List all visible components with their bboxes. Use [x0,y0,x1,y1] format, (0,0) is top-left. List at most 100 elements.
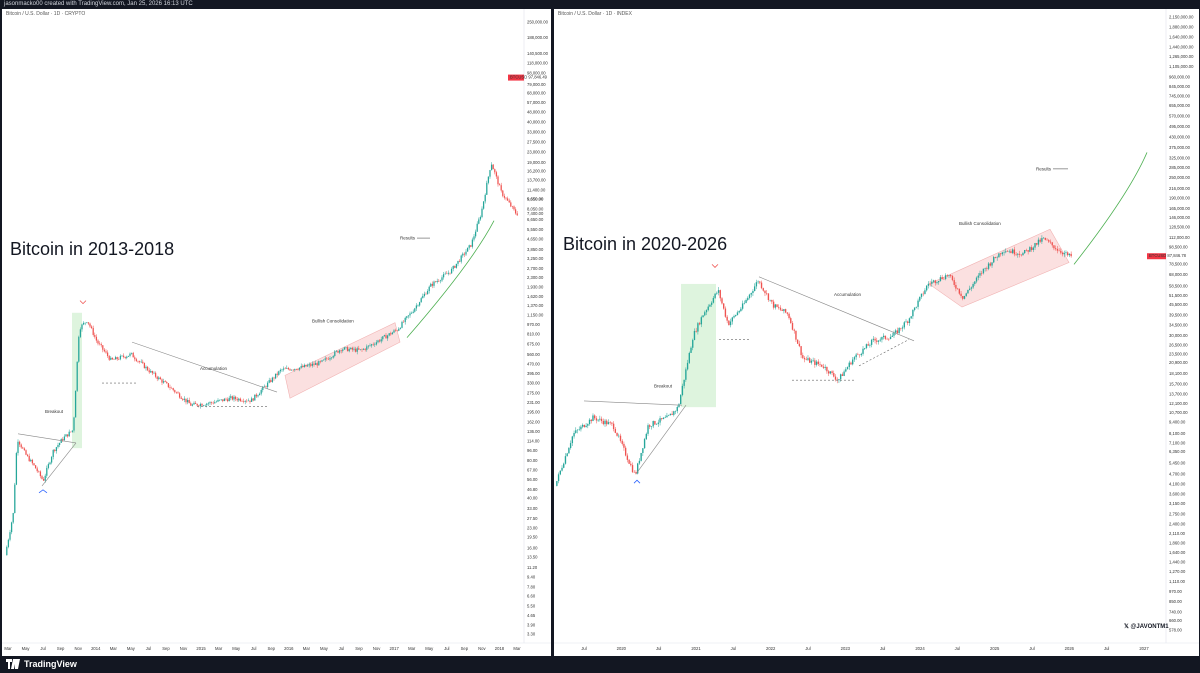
candle-body [121,355,123,357]
candle-body [850,362,852,365]
candle-body [618,435,620,437]
y-tick-label: 325,000.00 [1169,155,1191,160]
y-tick-label: 26,500.00 [1169,342,1188,347]
candle-body [733,316,735,318]
candle-body [81,324,83,330]
candle-body [191,404,194,406]
candle-body [798,343,801,347]
candle-body [595,418,598,421]
candle-body [28,455,30,462]
top-caption: jasonmacko00 created with TradingView.co… [4,1,193,7]
candle-body [594,415,596,419]
candle-body [246,400,248,402]
y-tick-label: 1,110.00 [1169,579,1186,584]
candle-body [481,208,483,218]
candle-body [361,349,363,350]
candle-body [958,288,961,294]
candle-body [569,443,572,449]
candle-body [26,454,29,456]
y-tick-label: 2,150,000.00 [1169,15,1194,20]
candle-body [113,359,115,360]
candle-body [103,349,106,352]
chart-right-svg[interactable]: 2,150,000.00 1,880,000.00 1,640,000.00 1,44… [554,9,1199,656]
candle-body [557,474,560,482]
candle-body [470,245,472,247]
y-tick-label: 195.00 [527,409,540,414]
candle-body [372,344,374,345]
x-tick-label: 2022 [766,646,776,651]
watermark: 𝕏 @JAVONTM1 [1124,623,1169,630]
candle-body [970,287,973,289]
candle-body [643,439,646,449]
candle-body [148,370,150,373]
candle-body [447,272,450,274]
candle-body [740,308,742,311]
candle-body [204,405,206,406]
candle-body [47,464,50,468]
candle-body [838,379,840,381]
y-tick-label: 1,930.00 [527,284,544,289]
price-label-text: 9,650.00 [527,197,544,202]
candle-body [676,406,678,412]
candle-body [824,366,826,368]
candle-body [34,465,37,469]
candle-body [110,357,112,360]
candle-body [702,315,704,318]
y-tick-label: 675.00 [527,342,540,347]
candle-body [729,321,732,326]
candle-body [836,379,838,381]
candle-body [564,456,567,464]
y-tick-label: 810.00 [527,332,540,337]
candle-body [822,366,825,368]
y-tick-label: 250,000.00 [527,19,549,24]
candle-body [592,415,594,422]
y-tick-label: 68,000.00 [527,90,546,95]
candle-body [498,184,501,186]
candle-body [932,280,935,282]
candle-body [22,447,24,449]
chart-left-svg[interactable]: 250,000.00 188,000.00 140,500.00 118,000.00… [2,9,551,656]
price-candles [556,235,1072,487]
candle-body [138,361,141,363]
candle-body [374,344,376,346]
y-tick-label: 11,400.00 [527,188,546,193]
x-tick-label: May [425,646,434,651]
candle-body [425,293,427,295]
chart-pane-left[interactable]: 250,000.00 188,000.00 140,500.00 118,000.00… [2,9,551,656]
candle-body [692,340,694,348]
candle-body [614,429,617,433]
y-tick-label: 6,350.00 [1169,449,1186,454]
y-tick-label: 9,650.00 [527,197,544,202]
candle-body [100,344,102,346]
candle-body [612,423,615,430]
candle-body [322,359,325,361]
candle-body [46,467,48,476]
candle-body [848,362,850,368]
candle-body [242,401,245,402]
candle-body [912,309,914,317]
candle-body [130,352,133,354]
candle-body [757,281,759,283]
annotation-results: Results [1036,166,1052,171]
y-tick-label: 136.00 [527,429,540,434]
candle-body [987,263,990,269]
candle-body [388,333,390,336]
candle-body [616,432,618,436]
candle-body [279,369,282,372]
candle-body [994,257,997,258]
candle-body [1039,239,1041,242]
candle-body [169,387,171,389]
candle-body [78,336,80,362]
candle-body [640,452,642,461]
candle-body [1046,239,1048,241]
candle-body [146,366,149,371]
candle-body [455,263,458,268]
brand-name[interactable]: TradingView [24,659,77,669]
candle-body [185,398,187,403]
candle-body [391,332,394,335]
y-tick-label: 56.00 [527,477,538,482]
x-tick-label: Sep [57,646,65,651]
chart-pane-right[interactable]: 2,150,000.00 1,880,000.00 1,640,000.00 1,44… [554,9,1199,656]
candle-body [943,278,945,280]
candle-body [494,169,496,173]
